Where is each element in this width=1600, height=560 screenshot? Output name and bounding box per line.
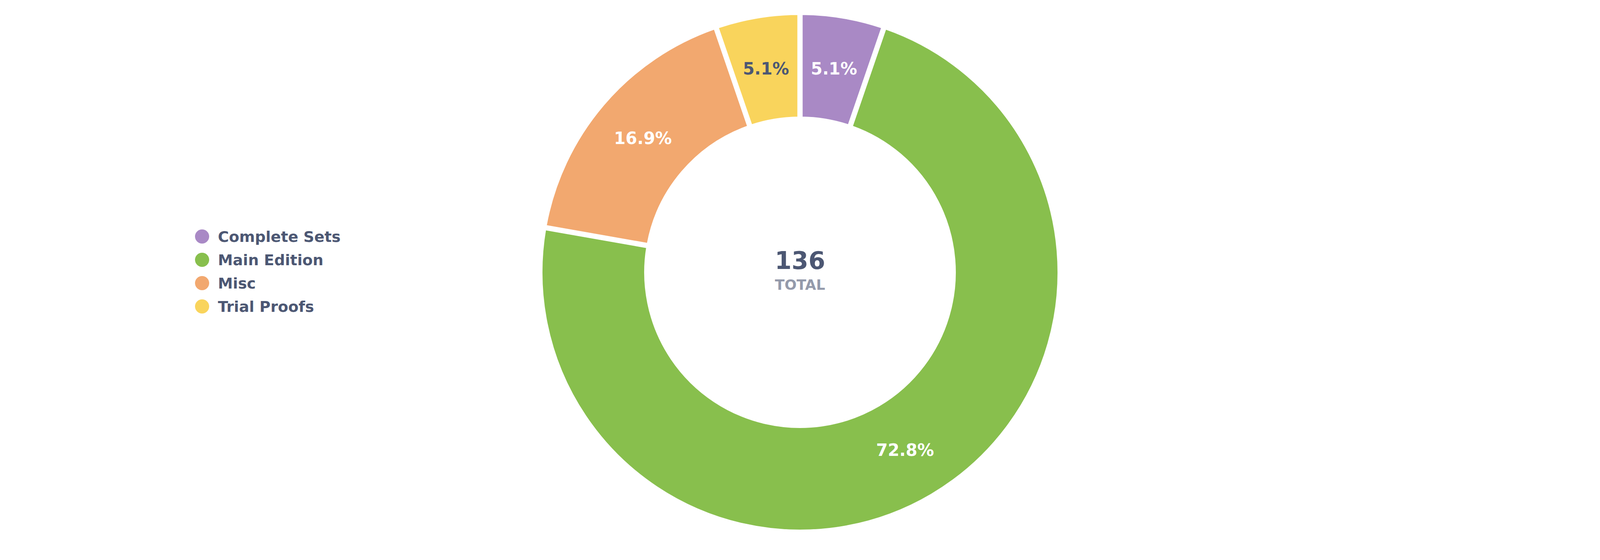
data-label: 5.1%: [742, 59, 790, 79]
total-value: 136: [774, 246, 825, 275]
slice: [717, 14, 799, 126]
chart: 5.1% 72.8% 16.9% 5.1% 136TOTAL Complete Sets M…: [0, 0, 1600, 560]
legend-swatch: [195, 276, 210, 291]
legend-label: Trial Proofs: [217, 298, 315, 316]
legend-swatch: [195, 299, 210, 314]
legend-swatch: [195, 229, 210, 244]
legend-label: Main Edition: [217, 251, 324, 269]
legend-item: Complete Sets: [195, 228, 341, 246]
legend-label: Complete Sets: [217, 228, 341, 246]
slice: [545, 28, 748, 245]
data-label: 72.8%: [876, 440, 935, 460]
data-label: 5.1%: [810, 59, 858, 79]
legend-label: Misc: [217, 275, 256, 293]
legend-item: Main Edition: [195, 251, 324, 269]
total-label: TOTAL: [775, 276, 826, 294]
donut: 5.1% 72.8% 16.9% 5.1% 136TOTAL: [541, 14, 1059, 531]
slice: [541, 28, 1059, 531]
legend-item: Trial Proofs: [195, 298, 315, 316]
legend-item: Misc: [195, 275, 256, 293]
data-label: 16.9%: [614, 128, 673, 148]
legend-swatch: [195, 252, 210, 268]
legend: Complete Sets Main Edition Misc Trial Proof…: [195, 228, 341, 316]
